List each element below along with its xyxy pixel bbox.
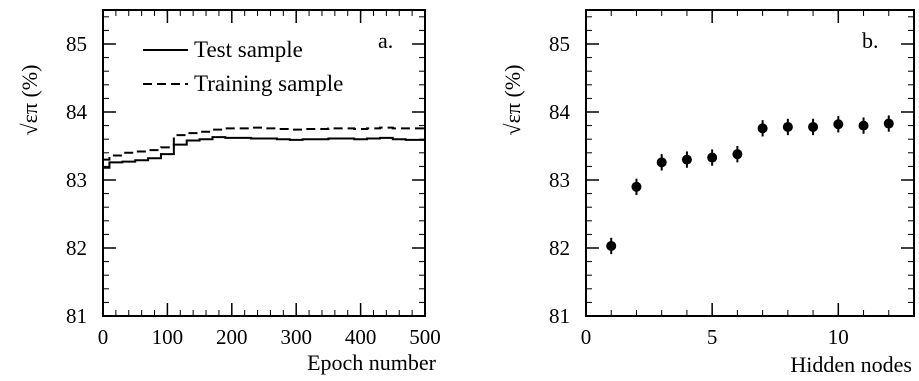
a-ytick-label: 84 (66, 100, 88, 124)
a-ytick-label: 85 (66, 32, 87, 56)
panel-a-epoch-chart: 0 100 200 300 400 500 81 82 83 84 85 Test sample T… (17, 9, 441, 375)
b-xtick-label: 5 (707, 325, 718, 349)
b-ytick-label: 81 (549, 304, 570, 328)
data-point (606, 240, 617, 251)
panel-b-axis-ticks: 0 5 10 81 82 83 84 85 (549, 10, 915, 349)
b-ytick-label: 82 (549, 236, 570, 260)
a-ytick-label: 83 (66, 168, 87, 192)
data-point (656, 157, 667, 168)
panel-b-frame (585, 9, 915, 317)
panel-a-series (103, 126, 425, 169)
a-xtick-label: 200 (216, 325, 248, 349)
panel-a-frame (102, 9, 426, 317)
data-point (681, 154, 692, 165)
data-point (808, 121, 819, 132)
panel-b-hidden-nodes-chart: 0 5 10 81 82 83 84 85 b. Hidden nodes √επ (%) (500, 9, 915, 377)
panel-a-legend: Test sample Training sample (143, 37, 343, 96)
panel-b-y-label: √επ (%) (500, 65, 525, 136)
data-point (782, 121, 793, 132)
a-xtick-label: 100 (152, 325, 184, 349)
data-point (833, 119, 844, 130)
data-point (757, 123, 768, 134)
a-xtick-label: 300 (280, 325, 312, 349)
a-xtick-label: 400 (345, 325, 377, 349)
a-xtick-label: 500 (409, 325, 441, 349)
panel-b-letter: b. (862, 28, 879, 53)
panel-a-y-label: √επ (%) (17, 65, 42, 136)
a-ytick-label: 81 (66, 304, 87, 328)
b-ytick-label: 84 (549, 100, 571, 124)
panel-b-series (606, 115, 894, 255)
b-ytick-label: 83 (549, 168, 570, 192)
a-ytick-label: 82 (66, 236, 87, 260)
data-point (883, 118, 894, 129)
panel-b-x-label: Hidden nodes (790, 352, 912, 377)
data-point (631, 181, 642, 192)
panel-a-letter: a. (378, 28, 393, 53)
data-point (858, 120, 869, 131)
panel-a-axis-ticks: 0 100 200 300 400 500 81 82 83 84 85 (66, 10, 441, 349)
b-ytick-label: 85 (549, 32, 570, 56)
data-point (707, 152, 718, 163)
legend-test-sample: Test sample (194, 37, 303, 62)
series-line-training (103, 126, 425, 161)
b-xtick-label: 0 (581, 325, 592, 349)
legend-training-sample: Training sample (194, 71, 343, 96)
a-xtick-label: 0 (98, 325, 109, 349)
series-line-test (103, 136, 425, 169)
data-point (732, 149, 743, 160)
panel-a-x-label: Epoch number (307, 350, 437, 375)
b-xtick-label: 10 (828, 325, 849, 349)
